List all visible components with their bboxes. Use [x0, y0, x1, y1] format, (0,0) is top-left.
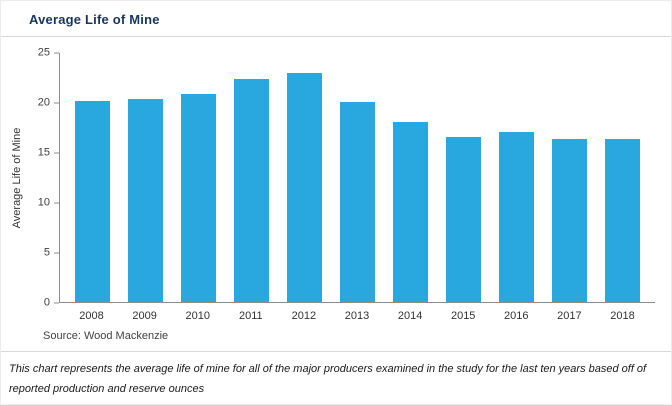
page-title: Average Life of Mine: [29, 12, 160, 27]
bar-column: [66, 53, 119, 302]
x-tick-label: 2018: [610, 310, 635, 322]
caption-line-2: reported production and reserve ounces: [9, 383, 205, 396]
source-text: Source: Wood Mackenzie: [43, 330, 169, 342]
bar: [551, 138, 588, 302]
bar-column: [278, 53, 331, 302]
y-tick-label: 25: [37, 46, 50, 59]
y-tick-mark: [54, 202, 59, 204]
y-tick-mark: [54, 152, 59, 154]
x-tick-label: 2014: [397, 310, 423, 322]
bar-column: [331, 53, 384, 302]
y-tick-mark: [54, 302, 59, 304]
bar: [445, 136, 482, 302]
bar-column: [384, 53, 437, 302]
y-tick-label: 0: [43, 296, 50, 309]
top-divider: [1, 36, 671, 37]
bar: [498, 131, 535, 302]
bar: [180, 93, 217, 302]
bar-column: [172, 53, 225, 302]
bar: [604, 138, 641, 302]
x-tick-label: 2016: [504, 310, 529, 322]
bar: [339, 101, 376, 302]
bar-column: [437, 53, 490, 302]
y-axis-title: Average Life of Mine: [11, 127, 23, 229]
y-axis-title-wrap: Average Life of Mine: [7, 53, 27, 303]
bar-column: [119, 53, 172, 302]
bar: [233, 78, 270, 302]
x-tick-label: 2013: [344, 310, 370, 322]
bar-column: [596, 53, 649, 302]
y-axis: 0 5 10 15 20 25: [27, 47, 59, 308]
bottom-divider: [1, 351, 671, 352]
x-tick-label: 2008: [79, 310, 104, 322]
bar-column: [225, 53, 278, 302]
bar: [286, 72, 323, 302]
bar-column: [543, 53, 596, 302]
bar-chart: Average Life of Mine 0 5 10 15 20 25 2008 2009…: [7, 47, 655, 322]
x-tick-label: 2012: [291, 310, 317, 322]
plot-area: [59, 53, 655, 303]
caption-text: This chart represents the average life o…: [1, 352, 671, 400]
x-tick-label: 2010: [185, 310, 210, 322]
y-tick-mark: [54, 52, 59, 54]
y-tick-label: 10: [37, 196, 50, 209]
x-tick-label: 2017: [557, 310, 582, 322]
bar-column: [490, 53, 543, 302]
bar: [127, 98, 164, 302]
bar: [74, 100, 111, 302]
x-axis-labels: 2008 2009 2010 2011 2012 2013 2014 2015 2016 2017…: [59, 310, 655, 322]
x-tick-label: 2015: [450, 310, 476, 322]
plot-wrap: 2008 2009 2010 2011 2012 2013 2014 2015 2016 2017…: [59, 53, 655, 322]
x-tick-label: 2009: [132, 310, 157, 322]
y-tick-label: 5: [43, 246, 50, 259]
caption-line-1: This chart represents the average life o…: [9, 363, 647, 375]
y-tick-label: 15: [37, 146, 50, 159]
bar: [392, 121, 429, 302]
y-tick-mark: [54, 102, 59, 104]
y-tick-label: 20: [37, 96, 50, 109]
x-tick-label: 2011: [239, 310, 263, 322]
y-tick-mark: [54, 252, 59, 254]
